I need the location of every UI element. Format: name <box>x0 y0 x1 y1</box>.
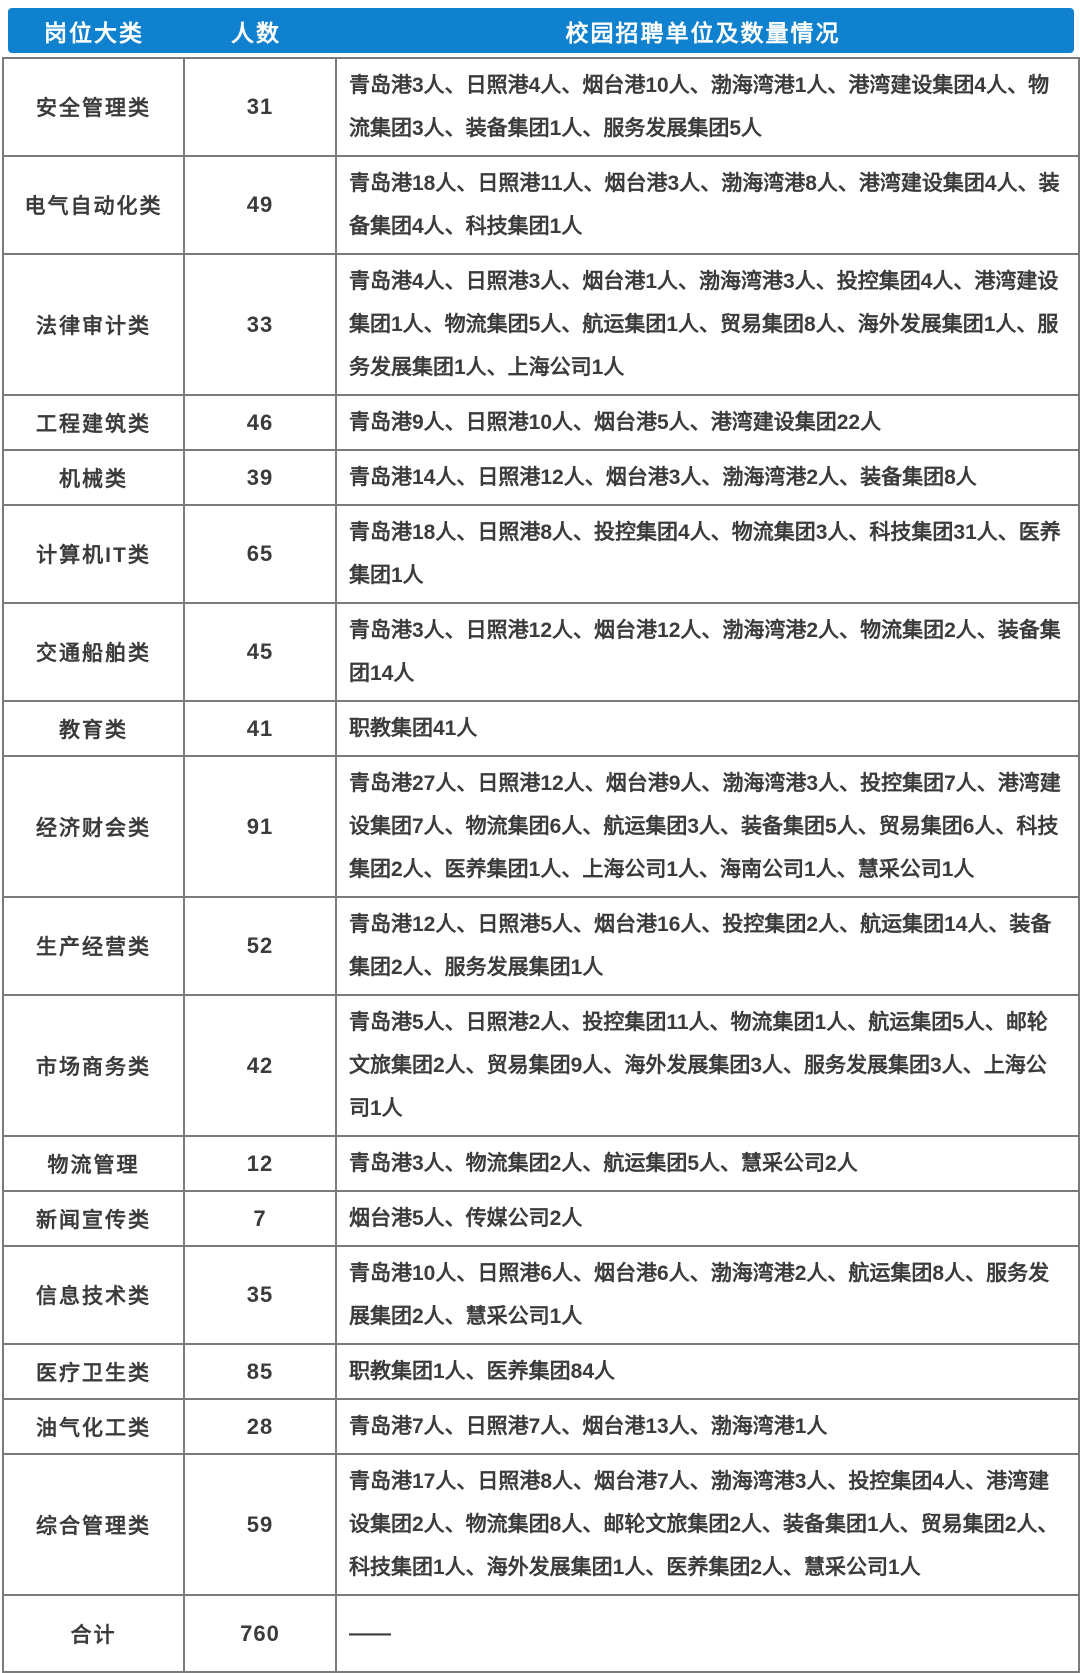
cell-category: 医疗卫生类 <box>2 1343 185 1400</box>
cell-detail: 青岛港17人、日照港8人、烟台港7人、渤海湾港3人、投控集团4人、港湾建设集团2… <box>335 1453 1080 1596</box>
cell-count: 41 <box>183 700 337 757</box>
cell-count: 39 <box>183 449 337 506</box>
cell-category: 经济财会类 <box>2 755 185 898</box>
cell-count: 65 <box>183 504 337 604</box>
table-row: 生产经营类 52 青岛港12人、日照港5人、烟台港16人、投控集团2人、航运集团… <box>2 896 1080 996</box>
table-footer: 合计 760 —— <box>2 1594 1080 1673</box>
cell-category: 综合管理类 <box>2 1453 185 1596</box>
cell-count: 28 <box>183 1398 337 1455</box>
header-col-category: 岗位大类 <box>44 19 144 46</box>
cell-detail: 青岛港27人、日照港12人、烟台港9人、渤海湾港3人、投控集团7人、港湾建设集团… <box>335 755 1080 898</box>
cell-detail: 烟台港5人、传媒公司2人 <box>335 1190 1080 1247</box>
table-row: 法律审计类 33 青岛港4人、日照港3人、烟台港1人、渤海湾港3人、投控集团4人… <box>2 253 1080 396</box>
table-row: 计算机IT类 65 青岛港18人、日照港8人、投控集团4人、物流集团3人、科技集… <box>2 504 1080 604</box>
cell-category: 教育类 <box>2 700 185 757</box>
table-row: 教育类 41 职教集团41人 <box>2 700 1080 757</box>
cell-category: 市场商务类 <box>2 994 185 1137</box>
table-header: 岗位大类 人数 校园招聘单位及数量情况 <box>8 8 1074 53</box>
total-count: 760 <box>183 1594 337 1673</box>
cell-detail: 青岛港12人、日照港5人、烟台港16人、投控集团2人、航运集团14人、装备集团2… <box>335 896 1080 996</box>
table-row: 油气化工类 28 青岛港7人、日照港7人、烟台港13人、渤海湾港1人 <box>2 1398 1080 1455</box>
cell-count: 46 <box>183 394 337 451</box>
table-row: 交通船舶类 45 青岛港3人、日照港12人、烟台港12人、渤海湾港2人、物流集团… <box>2 602 1080 702</box>
table-row: 安全管理类 31 青岛港3人、日照港4人、烟台港10人、渤海湾港1人、港湾建设集… <box>2 57 1080 157</box>
cell-count: 35 <box>183 1245 337 1345</box>
cell-category: 生产经营类 <box>2 896 185 996</box>
cell-category: 油气化工类 <box>2 1398 185 1455</box>
table-row: 新闻宣传类 7 烟台港5人、传媒公司2人 <box>2 1190 1080 1247</box>
table-row: 医疗卫生类 85 职教集团1人、医养集团84人 <box>2 1343 1080 1400</box>
cell-category: 新闻宣传类 <box>2 1190 185 1247</box>
cell-detail: 青岛港14人、日照港12人、烟台港3人、渤海湾港2人、装备集团8人 <box>335 449 1080 506</box>
cell-count: 85 <box>183 1343 337 1400</box>
cell-category: 法律审计类 <box>2 253 185 396</box>
cell-count: 49 <box>183 155 337 255</box>
cell-count: 45 <box>183 602 337 702</box>
total-row: 合计 760 —— <box>2 1594 1080 1673</box>
cell-count: 7 <box>183 1190 337 1247</box>
table-row: 电气自动化类 49 青岛港18人、日照港11人、烟台港3人、渤海湾港8人、港湾建… <box>2 155 1080 255</box>
cell-detail: 青岛港18人、日照港8人、投控集团4人、物流集团3人、科技集团31人、医养集团1… <box>335 504 1080 604</box>
cell-category: 物流管理 <box>2 1135 185 1192</box>
header-col-units: 校园招聘单位及数量情况 <box>565 19 841 46</box>
cell-category: 机械类 <box>2 449 185 506</box>
header-col-count: 人数 <box>231 19 281 46</box>
cell-category: 工程建筑类 <box>2 394 185 451</box>
table-row: 市场商务类 42 青岛港5人、日照港2人、投控集团11人、物流集团1人、航运集团… <box>2 994 1080 1137</box>
table-row: 综合管理类 59 青岛港17人、日照港8人、烟台港7人、渤海湾港3人、投控集团4… <box>2 1453 1080 1596</box>
cell-category: 安全管理类 <box>2 57 185 157</box>
cell-detail: 青岛港18人、日照港11人、烟台港3人、渤海湾港8人、港湾建设集团4人、装备集团… <box>335 155 1080 255</box>
cell-detail: 青岛港3人、物流集团2人、航运集团5人、慧采公司2人 <box>335 1135 1080 1192</box>
table-row: 经济财会类 91 青岛港27人、日照港12人、烟台港9人、渤海湾港3人、投控集团… <box>2 755 1080 898</box>
table-body: 安全管理类 31 青岛港3人、日照港4人、烟台港10人、渤海湾港1人、港湾建设集… <box>2 57 1080 1596</box>
cell-detail: 职教集团1人、医养集团84人 <box>335 1343 1080 1400</box>
table-row: 机械类 39 青岛港14人、日照港12人、烟台港3人、渤海湾港2人、装备集团8人 <box>2 449 1080 506</box>
cell-count: 52 <box>183 896 337 996</box>
cell-detail: 青岛港3人、日照港4人、烟台港10人、渤海湾港1人、港湾建设集团4人、物流集团3… <box>335 57 1080 157</box>
cell-detail: 青岛港3人、日照港12人、烟台港12人、渤海湾港2人、物流集团2人、装备集团14… <box>335 602 1080 702</box>
cell-count: 33 <box>183 253 337 396</box>
cell-count: 12 <box>183 1135 337 1192</box>
table-row: 信息技术类 35 青岛港10人、日照港6人、烟台港6人、渤海湾港2人、航运集团8… <box>2 1245 1080 1345</box>
cell-count: 91 <box>183 755 337 898</box>
cell-count: 42 <box>183 994 337 1137</box>
cell-detail: 青岛港7人、日照港7人、烟台港13人、渤海湾港1人 <box>335 1398 1080 1455</box>
cell-category: 计算机IT类 <box>2 504 185 604</box>
cell-category: 电气自动化类 <box>2 155 185 255</box>
cell-category: 信息技术类 <box>2 1245 185 1345</box>
cell-count: 59 <box>183 1453 337 1596</box>
cell-count: 31 <box>183 57 337 157</box>
total-detail: —— <box>335 1594 1080 1673</box>
cell-detail: 青岛港10人、日照港6人、烟台港6人、渤海湾港2人、航运集团8人、服务发展集团2… <box>335 1245 1080 1345</box>
recruitment-table: 安全管理类 31 青岛港3人、日照港4人、烟台港10人、渤海湾港1人、港湾建设集… <box>2 57 1080 1673</box>
cell-detail: 职教集团41人 <box>335 700 1080 757</box>
cell-category: 交通船舶类 <box>2 602 185 702</box>
cell-detail: 青岛港9人、日照港10人、烟台港5人、港湾建设集团22人 <box>335 394 1080 451</box>
table-row: 工程建筑类 46 青岛港9人、日照港10人、烟台港5人、港湾建设集团22人 <box>2 394 1080 451</box>
cell-detail: 青岛港5人、日照港2人、投控集团11人、物流集团1人、航运集团5人、邮轮文旅集团… <box>335 994 1080 1137</box>
table-row: 物流管理 12 青岛港3人、物流集团2人、航运集团5人、慧采公司2人 <box>2 1135 1080 1192</box>
cell-detail: 青岛港4人、日照港3人、烟台港1人、渤海湾港3人、投控集团4人、港湾建设集团1人… <box>335 253 1080 396</box>
total-label: 合计 <box>2 1594 185 1673</box>
